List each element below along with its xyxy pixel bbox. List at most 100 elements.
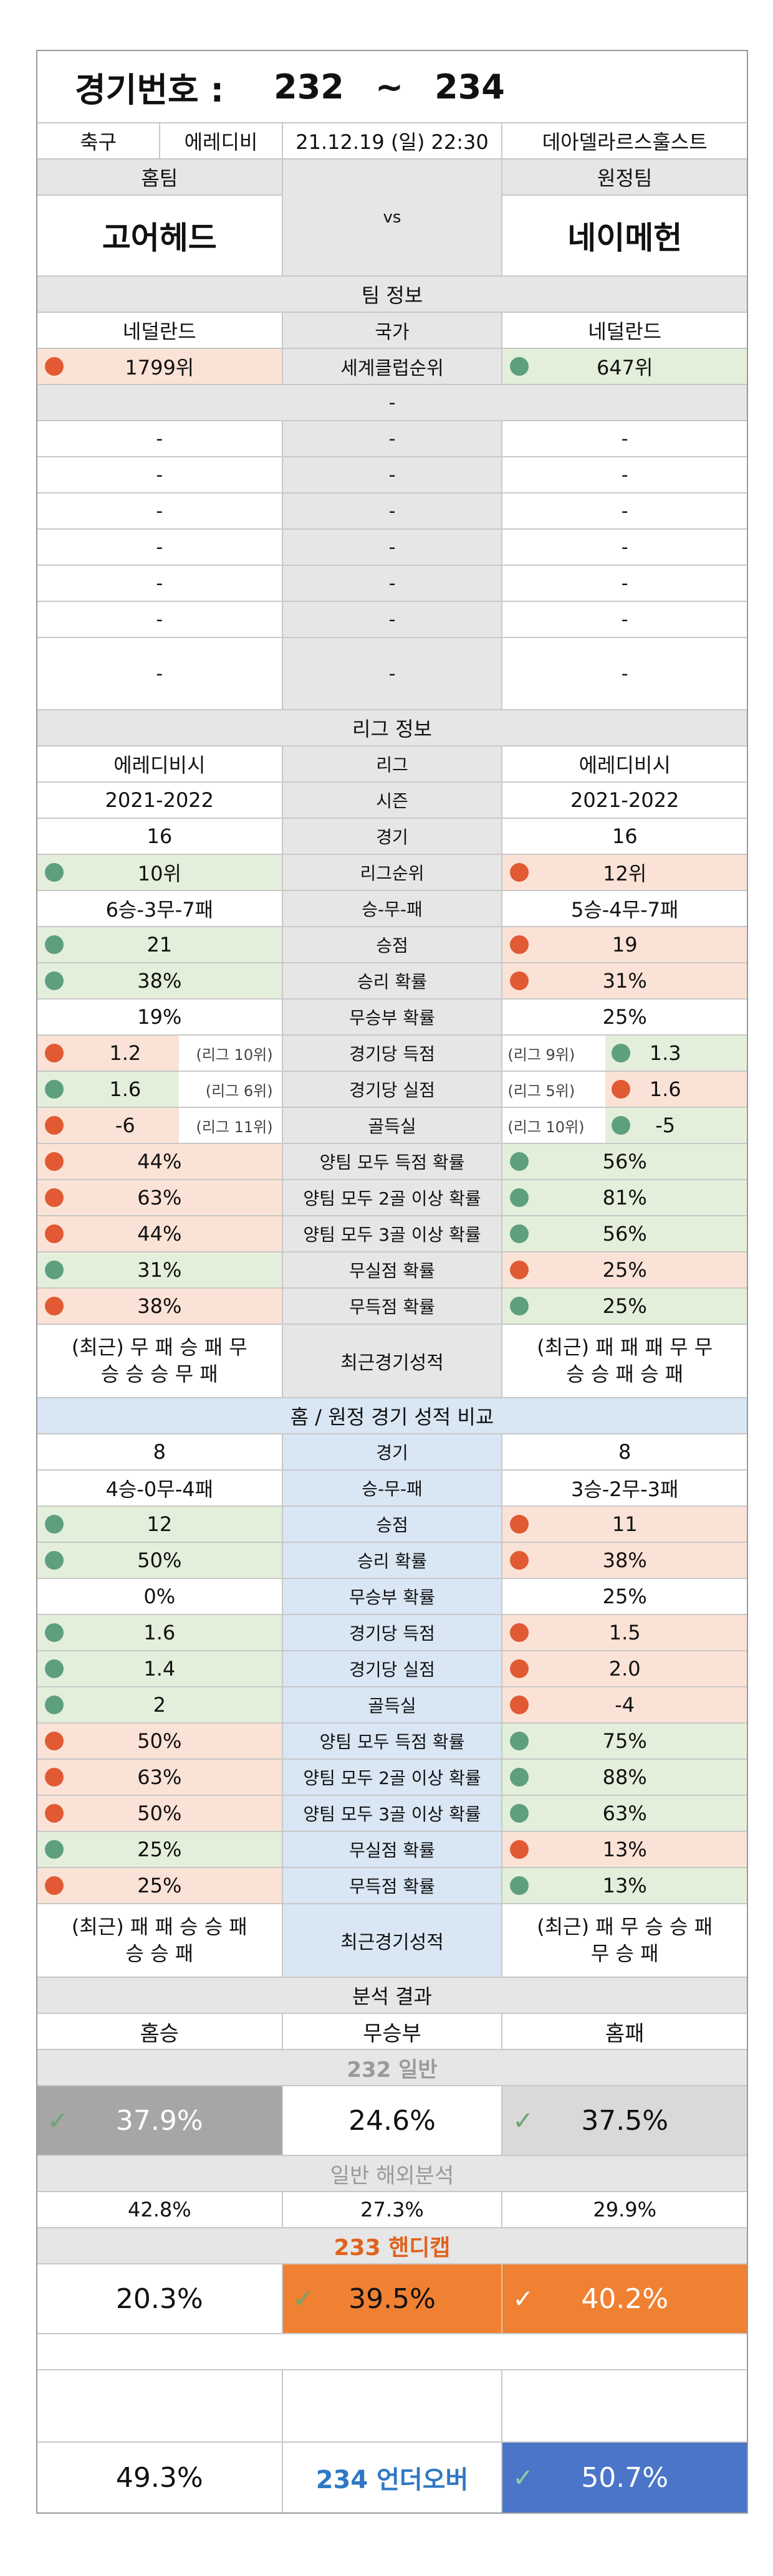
- home-win-column: 홈승: [140, 2021, 180, 2046]
- lose-dot-icon: [510, 971, 529, 990]
- handicap-title-row: 233 핸디캡: [37, 2228, 747, 2264]
- stat-label: 양팀 모두 2골 이상 확률: [281, 1180, 503, 1215]
- stat-row: 31% 무실점 확률 25%: [37, 1252, 747, 1289]
- handicap-title: 233 핸디캡: [334, 2235, 451, 2261]
- stat-label: 경기: [281, 819, 503, 854]
- away-stat-value: 25%: [502, 1289, 747, 1324]
- home-stat-value: 38%: [37, 963, 282, 998]
- blank-away: -: [621, 572, 628, 594]
- away-stat-value: 2021-2022: [570, 788, 679, 812]
- general-home-win: ✓ 37.9%: [37, 2086, 282, 2155]
- stat-row: 50% 승리 확률 38%: [37, 1543, 747, 1579]
- win-dot-icon: [612, 1116, 631, 1135]
- stat-label: 경기당 실점: [281, 1072, 503, 1107]
- home-stat-value: 6승-3무-7패: [105, 898, 214, 922]
- blank-home: -: [156, 500, 163, 522]
- underover-label: 234 언더오버: [281, 2443, 503, 2512]
- lose-dot-icon: [612, 1080, 631, 1099]
- empty-row: [37, 2370, 747, 2443]
- check-icon: ✓: [47, 2107, 69, 2135]
- away-stat-value: 12위: [502, 855, 747, 890]
- home-stat-value: 16: [146, 824, 173, 848]
- stat-label: 리그순위: [281, 855, 503, 890]
- handicap-home-loss: ✓ 40.2%: [502, 2264, 747, 2333]
- overseas-home-loss: 29.9%: [593, 2198, 657, 2221]
- blank-label: -: [281, 494, 503, 528]
- win-dot-icon: [510, 1732, 529, 1750]
- away-stat-value: 8: [618, 1440, 631, 1464]
- home-stat-value: 63%: [37, 1760, 282, 1795]
- home-stat-value: 31%: [37, 1252, 282, 1287]
- away-stat-value: 56%: [502, 1144, 747, 1179]
- stat-label: 경기당 득점: [281, 1615, 503, 1650]
- away-stat-value: -4: [502, 1687, 747, 1722]
- stat-row: 1.6 경기당 득점 1.5: [37, 1615, 747, 1651]
- home-stat-value: 25%: [37, 1832, 282, 1867]
- general-row: ✓ 37.9% 24.6% ✓ 37.5%: [37, 2086, 747, 2156]
- win-dot-icon: [45, 1261, 64, 1279]
- win-dot-icon: [45, 1659, 64, 1678]
- stat-label: 승-무-패: [281, 1471, 503, 1505]
- win-dot-icon: [612, 1044, 631, 1062]
- stat-label: 승점: [281, 927, 503, 962]
- ha-compare-title-row: 홈 / 원정 경기 성적 비교: [37, 1398, 747, 1434]
- ha-compare-title: 홈 / 원정 경기 성적 비교: [290, 1405, 494, 1429]
- stat-label: 승점: [281, 1507, 503, 1542]
- away-stat-value: 81%: [502, 1180, 747, 1215]
- home-stat-value: 10위: [37, 855, 282, 890]
- league-info-rows: 에레디비시 리그 에레디비시 2021-2022 시즌 2021-2022 16 경기 16 10…: [37, 747, 747, 1325]
- away-stat-value: 13%: [502, 1832, 747, 1867]
- team-info-bar: -: [388, 391, 396, 414]
- stat-row: (리그 11위) -6 골득실 (리그 10위) -5: [37, 1108, 747, 1144]
- lose-dot-icon: [510, 935, 529, 954]
- stat-row: 0% 무승부 확률 25%: [37, 1579, 747, 1615]
- lose-dot-icon: [45, 1044, 64, 1062]
- win-dot-icon: [45, 863, 64, 882]
- win-dot-icon: [510, 1224, 529, 1243]
- blank-away: -: [621, 662, 628, 685]
- stat-label: 양팀 모두 2골 이상 확률: [281, 1760, 503, 1795]
- blank-home: -: [156, 427, 163, 450]
- spacer-row: [37, 2334, 747, 2370]
- stat-row: 1.4 경기당 실점 2.0: [37, 1651, 747, 1687]
- away-stat-value: 에레디비시: [579, 753, 671, 777]
- stat-label: 경기당 득점: [281, 1036, 503, 1071]
- stat-row: 38% 무득점 확률 25%: [37, 1289, 747, 1325]
- away-stat-value: 3승-2무-3패: [570, 1477, 679, 1501]
- teams-block: 홈팀 고어헤드 vs 원정팀 네이메헌: [37, 160, 747, 277]
- win-dot-icon: [510, 1768, 529, 1787]
- analysis-columns-row: 홈승 무승부 홈패: [37, 2014, 747, 2050]
- blank-home: -: [156, 536, 163, 558]
- stat-row: 2 골득실 -4: [37, 1687, 747, 1724]
- stat-label: 리그: [281, 747, 503, 781]
- overseas-draw: 27.3%: [281, 2192, 503, 2227]
- analysis-title: 분석 결과: [352, 1985, 432, 2008]
- away-stat-value: 38%: [502, 1543, 747, 1578]
- general-draw: 24.6%: [281, 2086, 503, 2155]
- lose-dot-icon: [510, 1696, 529, 1714]
- stat-label: 승리 확률: [281, 963, 503, 998]
- home-stat-value: (리그 10위) 1.2: [37, 1036, 282, 1071]
- away-stat-value: 16: [612, 824, 638, 848]
- lose-dot-icon: [45, 1768, 64, 1787]
- home-world-rank: 1799위: [37, 349, 282, 384]
- analysis-title-row: 분석 결과: [37, 1978, 747, 2014]
- stat-row: 44% 양팀 모두 3골 이상 확률 56%: [37, 1216, 747, 1252]
- blank-home: -: [156, 572, 163, 594]
- blank-home: -: [156, 608, 163, 631]
- away-world-rank: 647위: [502, 349, 747, 384]
- blank-label: -: [281, 421, 503, 456]
- home-stat-value: 1.6: [37, 1615, 282, 1650]
- away-league-rank-note: (리그 10위): [507, 1118, 585, 1136]
- league-recent-label: 최근경기성적: [281, 1325, 503, 1397]
- general-home-loss: ✓ 37.5%: [502, 2086, 747, 2155]
- home-team-name: 고어헤드: [102, 220, 217, 256]
- home-stat-value: 63%: [37, 1180, 282, 1215]
- stat-label: 경기당 실점: [281, 1651, 503, 1686]
- league-info-title-row: 리그 정보: [37, 710, 747, 747]
- stat-label: 양팀 모두 3골 이상 확률: [281, 1216, 503, 1251]
- team-info-blank-rows: ---------------------: [37, 421, 747, 710]
- blank-row: ---: [37, 421, 747, 457]
- match-number-label: 경기번호 :: [75, 70, 224, 110]
